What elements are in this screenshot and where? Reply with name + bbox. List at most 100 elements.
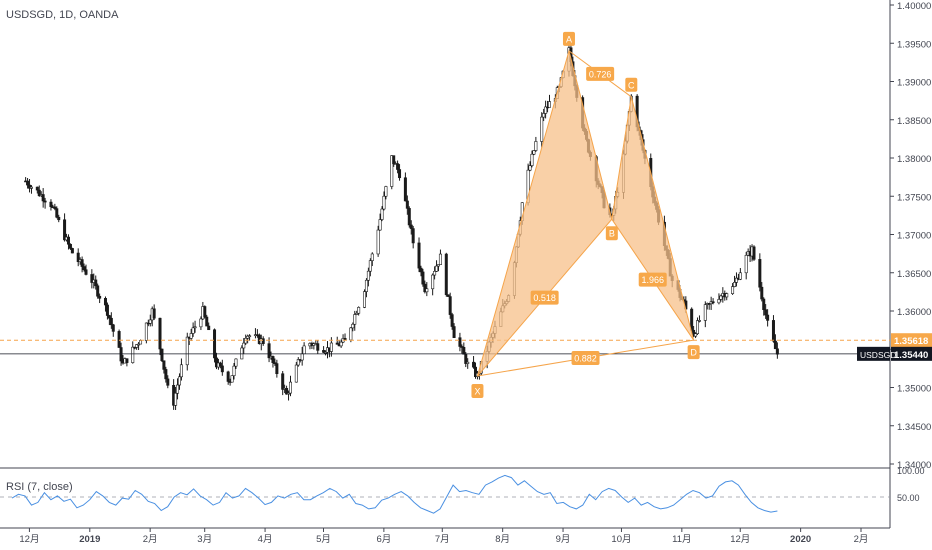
candle-body xyxy=(530,153,534,166)
candle-body xyxy=(296,359,300,366)
pattern-point-badge xyxy=(471,384,484,399)
y-tick-label: 1.38000 xyxy=(897,154,931,165)
candle-body xyxy=(384,186,388,197)
candle-body xyxy=(725,293,729,298)
candle-body xyxy=(719,295,723,300)
pattern-point-label: C xyxy=(628,80,635,90)
candle-body xyxy=(766,314,770,321)
candle-body xyxy=(425,288,429,293)
candle-body xyxy=(378,219,382,231)
candle-body xyxy=(84,269,88,275)
candle-body xyxy=(207,325,211,331)
candle-body xyxy=(762,298,766,310)
candle-body xyxy=(234,358,238,367)
candle-body xyxy=(528,165,532,171)
pattern-point-label: X xyxy=(474,387,480,397)
candle-body xyxy=(355,312,359,315)
candle-body xyxy=(267,343,271,359)
candle-body xyxy=(242,342,246,349)
candles xyxy=(24,42,779,410)
x-tick-label: 3月 xyxy=(197,534,212,545)
y-tick-label: 1.36500 xyxy=(897,269,931,280)
y-tick-label: 1.35000 xyxy=(897,384,931,395)
candle-body xyxy=(226,371,230,382)
candle-body xyxy=(164,369,168,380)
pattern-ratio-label: 0.726 xyxy=(589,69,612,79)
candle-body xyxy=(462,347,466,355)
candle-body xyxy=(300,353,304,361)
pattern-point-label: B xyxy=(609,229,615,239)
candle-body xyxy=(139,340,143,345)
candle-body xyxy=(179,364,183,378)
candle-body xyxy=(107,315,111,319)
candle-body xyxy=(119,347,123,362)
candle-body xyxy=(287,392,291,395)
candle-body xyxy=(135,344,139,348)
candle-body xyxy=(368,260,372,272)
candle-body xyxy=(68,243,72,249)
candle-body xyxy=(53,206,57,209)
candle-body xyxy=(273,362,277,364)
candle-body xyxy=(125,358,129,363)
candle-body xyxy=(117,331,121,348)
pattern-ratio-badge xyxy=(571,351,600,366)
candle-body xyxy=(218,362,222,367)
candle-body xyxy=(199,318,203,328)
candle-body xyxy=(694,333,698,337)
candle-body xyxy=(407,208,411,226)
axes: 1.40000 1.39500 1.39000 1.38500 1.38000 1.375… xyxy=(19,1,932,545)
candle-body xyxy=(174,392,178,406)
candle-body xyxy=(288,381,292,394)
candle-body xyxy=(738,272,742,280)
x-tick-label: 10月 xyxy=(611,534,631,545)
candle-body xyxy=(444,253,448,295)
candle-body xyxy=(105,304,109,316)
pattern-ratio-badge xyxy=(530,290,559,305)
pattern-ratio-label: 0.518 xyxy=(533,293,556,303)
candle-body xyxy=(26,180,30,186)
x-tick-label: 12月 xyxy=(19,534,39,545)
candle-body xyxy=(423,283,427,293)
x-tick-label: 2月 xyxy=(854,534,869,545)
candle-body xyxy=(452,326,456,338)
y-tick-label: 1.39500 xyxy=(897,39,931,50)
candle-body xyxy=(458,337,462,347)
candle-body xyxy=(398,169,402,179)
candle-body xyxy=(474,366,478,378)
candle-body xyxy=(436,264,440,267)
candle-body xyxy=(364,279,368,292)
candle-body xyxy=(162,360,166,370)
candle-body xyxy=(433,271,437,276)
y-tick-label: 1.38500 xyxy=(897,116,931,127)
candle-body xyxy=(696,320,700,335)
rsi-panel: 100.00 50.00 xyxy=(0,466,925,514)
grid xyxy=(0,0,891,529)
candle-body xyxy=(390,155,394,187)
candle-body xyxy=(193,326,197,329)
candle-body xyxy=(43,200,47,203)
candle-body xyxy=(213,329,217,359)
candle-body xyxy=(417,242,421,269)
rsi-title: RSI (7, close) xyxy=(6,481,73,493)
candle-body xyxy=(111,324,115,332)
candle-body xyxy=(271,356,275,363)
candle-body xyxy=(324,352,328,354)
y-tick-label: 1.36000 xyxy=(897,307,931,318)
y-tick-label: 1.37500 xyxy=(897,192,931,203)
x-tick-label: 12月 xyxy=(730,534,750,545)
candle-body xyxy=(734,277,738,283)
candle-body xyxy=(343,338,347,341)
candle-body xyxy=(339,341,343,347)
candle-body xyxy=(329,342,333,352)
rsi-level-label: 100.00 xyxy=(897,466,925,476)
candle-body xyxy=(703,304,707,321)
candle-body xyxy=(534,141,538,151)
pattern-ratio-label: 0.882 xyxy=(574,354,597,364)
candle-body xyxy=(158,317,162,350)
candle-body xyxy=(392,155,396,165)
candle-body xyxy=(220,365,224,373)
pattern-ratio-badge xyxy=(586,66,615,81)
candle-body xyxy=(261,338,265,344)
candle-body xyxy=(450,314,454,327)
